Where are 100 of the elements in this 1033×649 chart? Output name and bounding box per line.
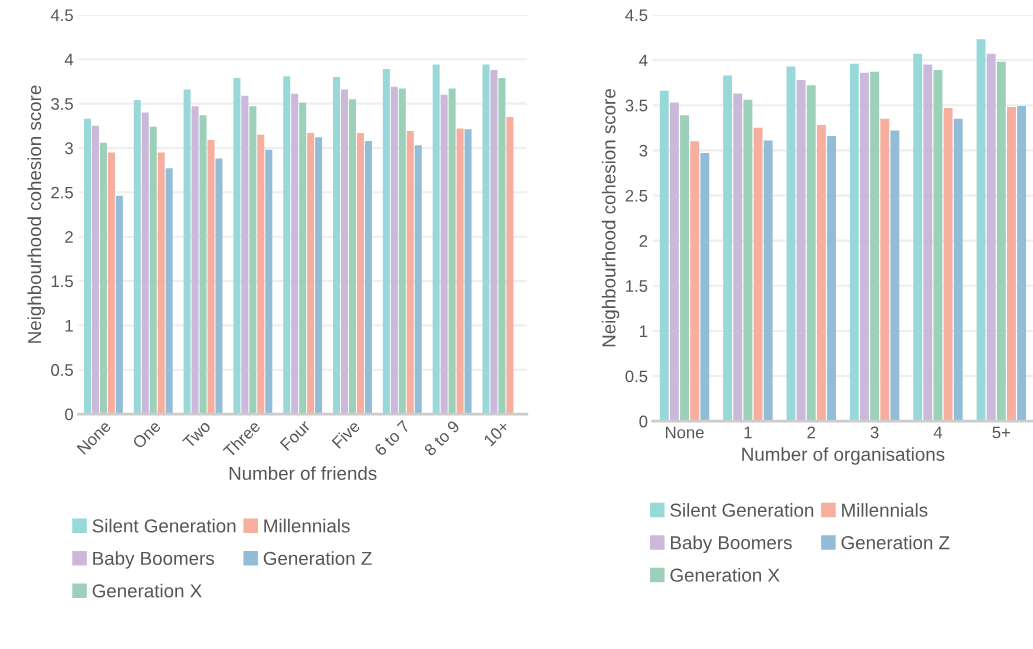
bar (183, 89, 191, 415)
y-tick-label: 3.5 (51, 98, 73, 110)
bar (976, 39, 986, 422)
bar (456, 128, 464, 415)
bar (283, 76, 291, 415)
x-tick-label: 3 (870, 426, 879, 439)
bar (913, 53, 923, 422)
bar (1017, 106, 1027, 422)
bar (191, 106, 199, 415)
y-tick-label: 4.5 (50, 9, 73, 22)
bar (406, 131, 414, 415)
x-tick-label: 4 (933, 426, 943, 439)
bar (99, 142, 107, 415)
bar (659, 90, 669, 422)
bar (806, 85, 816, 422)
x-tick-label: Five (331, 419, 361, 449)
bar (996, 61, 1006, 422)
bar (464, 129, 472, 415)
y-tick-label: 0.5 (51, 364, 73, 376)
bar (890, 130, 900, 422)
bar (265, 149, 273, 415)
bar (207, 139, 215, 415)
legend-label: Baby Boomers (93, 551, 215, 569)
bar (816, 125, 826, 422)
legend-label: Generation X (92, 583, 202, 598)
bar (348, 99, 356, 415)
legend-label: Generation X (670, 568, 780, 582)
bar (291, 93, 299, 415)
y-tick-label: 4.5 (625, 9, 648, 22)
y-tick-label: 4 (64, 53, 74, 66)
y-tick-label: 3 (65, 142, 73, 155)
bar (743, 99, 753, 422)
bar (432, 64, 440, 415)
bar (448, 88, 456, 415)
y-axis-title: Neighbourhood cohesion score (601, 89, 620, 347)
bar (763, 140, 773, 422)
legend-label: Silent Generation (670, 503, 814, 517)
y-tick-label: 0 (639, 415, 648, 428)
y-tick-label: 1 (640, 325, 648, 337)
y-tick-label: 2 (639, 235, 648, 247)
bar (390, 86, 398, 415)
bar (249, 106, 257, 415)
bar (690, 141, 700, 422)
x-tick-label: 8 to 9 (423, 419, 461, 457)
bar (199, 115, 207, 415)
bar (1007, 107, 1016, 422)
legend-label: Millennials (842, 503, 928, 517)
x-tick-label: None (665, 426, 704, 439)
y-tick-label: 1 (65, 319, 73, 332)
x-tick-label: 1 (744, 426, 752, 439)
bar (165, 168, 173, 415)
x-tick-label: Two (182, 419, 212, 449)
bar (382, 69, 390, 415)
bar (796, 79, 806, 422)
bar (149, 126, 157, 415)
bar (341, 89, 349, 415)
bar (133, 100, 141, 415)
bar (157, 152, 165, 415)
x-tick-label: 6 to 7 (373, 419, 411, 457)
bar (364, 140, 372, 415)
bar (333, 77, 341, 415)
bar (849, 63, 859, 422)
bar (398, 88, 406, 415)
y-tick-label: 3 (639, 144, 648, 157)
y-tick-label: 1.5 (51, 275, 73, 288)
y-tick-label: 2 (65, 231, 73, 243)
x-axis-title: Number of organisations (742, 447, 945, 465)
y-tick-label: 1.5 (626, 280, 648, 292)
legend-label: Baby Boomers (671, 535, 792, 554)
bar (923, 64, 933, 422)
bar (215, 158, 223, 415)
y-tick-label: 3.5 (625, 99, 648, 112)
bar (141, 112, 149, 415)
legend-label: Generation Z (263, 551, 372, 565)
bar (700, 153, 710, 422)
bar (680, 115, 689, 422)
bar (482, 64, 490, 415)
y-tick-label: 0.5 (625, 370, 648, 383)
bar (299, 102, 307, 415)
legend-label: Silent Generation (92, 518, 236, 533)
bar (953, 118, 963, 422)
y-axis-title: Neighbourhood cohesion score (27, 85, 45, 343)
bar (827, 135, 836, 422)
bar (880, 118, 890, 422)
bar (490, 69, 498, 415)
bar (943, 107, 953, 422)
bar (733, 93, 743, 422)
bar (986, 53, 996, 422)
legend-label: Millennials (264, 518, 350, 533)
y-tick-label: 4 (639, 54, 648, 67)
x-axis-title: Number of friends (229, 466, 377, 481)
legend-label: Generation Z (841, 535, 950, 550)
bar (870, 71, 880, 422)
bar (83, 118, 91, 415)
x-tick-label: One (131, 419, 162, 450)
y-tick-label: 2.5 (51, 186, 73, 199)
y-tick-label: 0 (65, 408, 73, 421)
x-tick-label: 10+ (483, 419, 510, 447)
bar (241, 95, 249, 415)
bar (669, 102, 679, 422)
